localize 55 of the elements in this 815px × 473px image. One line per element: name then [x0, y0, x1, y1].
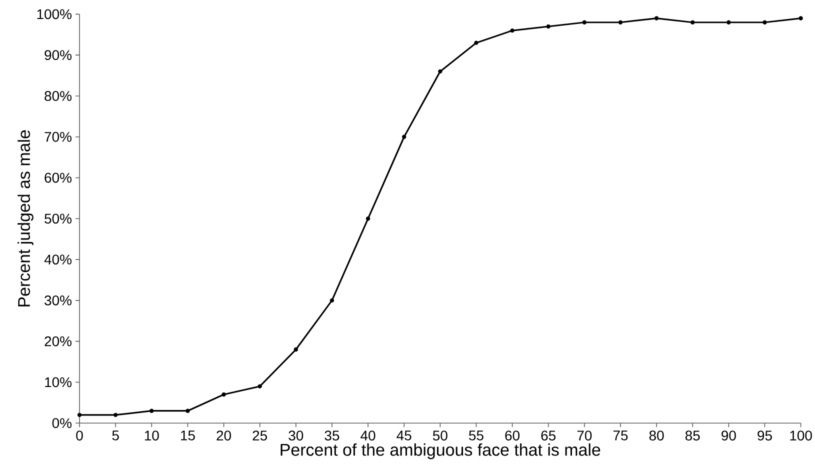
point — [654, 16, 659, 20]
x-tick-label: 35 — [324, 430, 340, 440]
x-tick-label: 5 — [112, 430, 119, 440]
y-tick-label: 20% — [44, 336, 72, 346]
x-tick-label: 0 — [76, 430, 83, 440]
point — [294, 347, 298, 352]
x-tick-label: 85 — [685, 430, 700, 440]
y-tick-label: 60% — [44, 172, 72, 183]
point — [546, 24, 550, 29]
x-tick-label: 70 — [577, 430, 592, 440]
y-tick-label: 50% — [44, 214, 72, 224]
y-tick-label: 100% — [37, 9, 72, 20]
x-tick-label: 45 — [396, 430, 412, 440]
y-tick-label: 90% — [44, 50, 72, 60]
point — [798, 16, 803, 20]
point — [762, 20, 767, 24]
x-tick-label: 10 — [144, 430, 159, 440]
point — [726, 20, 731, 24]
x-tick-label: 95 — [758, 430, 772, 440]
point — [474, 40, 478, 45]
point — [258, 384, 262, 388]
x-tick-label: 30 — [288, 430, 304, 440]
x-tick-label: 25 — [252, 430, 268, 440]
x-tick-label: 80 — [649, 430, 664, 440]
y-axis-title: Percent judged as male — [18, 130, 34, 306]
x-tick-label: 55 — [469, 430, 484, 440]
x-tick-label: 50 — [432, 430, 448, 440]
y-tick-label: 70% — [44, 132, 72, 142]
y-tick-label: 0% — [52, 418, 72, 428]
point — [438, 69, 442, 74]
point — [222, 392, 226, 397]
x-tick-label: 15 — [181, 430, 195, 440]
point — [150, 408, 154, 413]
x-tick-label: 90 — [722, 430, 736, 440]
point — [690, 20, 695, 24]
point — [366, 216, 370, 221]
x-tick-label: 40 — [360, 430, 376, 440]
y-tick-label: 10% — [45, 377, 72, 388]
x-tick-label: 100 — [790, 430, 812, 440]
point — [510, 28, 514, 33]
point — [113, 412, 118, 417]
point — [618, 20, 623, 24]
x-tick-label: 65 — [541, 430, 556, 440]
point — [330, 298, 334, 302]
x-tick-label: 75 — [613, 430, 628, 440]
point — [186, 408, 190, 413]
point — [582, 20, 587, 24]
x-tick-label: 20 — [216, 430, 232, 440]
y-tick-label: 40% — [44, 254, 72, 264]
x-tick-label: 60 — [505, 430, 520, 440]
x-axis-title: Percent of the ambiguous face that is male — [280, 443, 600, 460]
point — [402, 134, 406, 139]
y-tick-label: 80% — [44, 90, 72, 101]
point — [77, 412, 82, 417]
y-tick-label: 30% — [44, 295, 72, 306]
